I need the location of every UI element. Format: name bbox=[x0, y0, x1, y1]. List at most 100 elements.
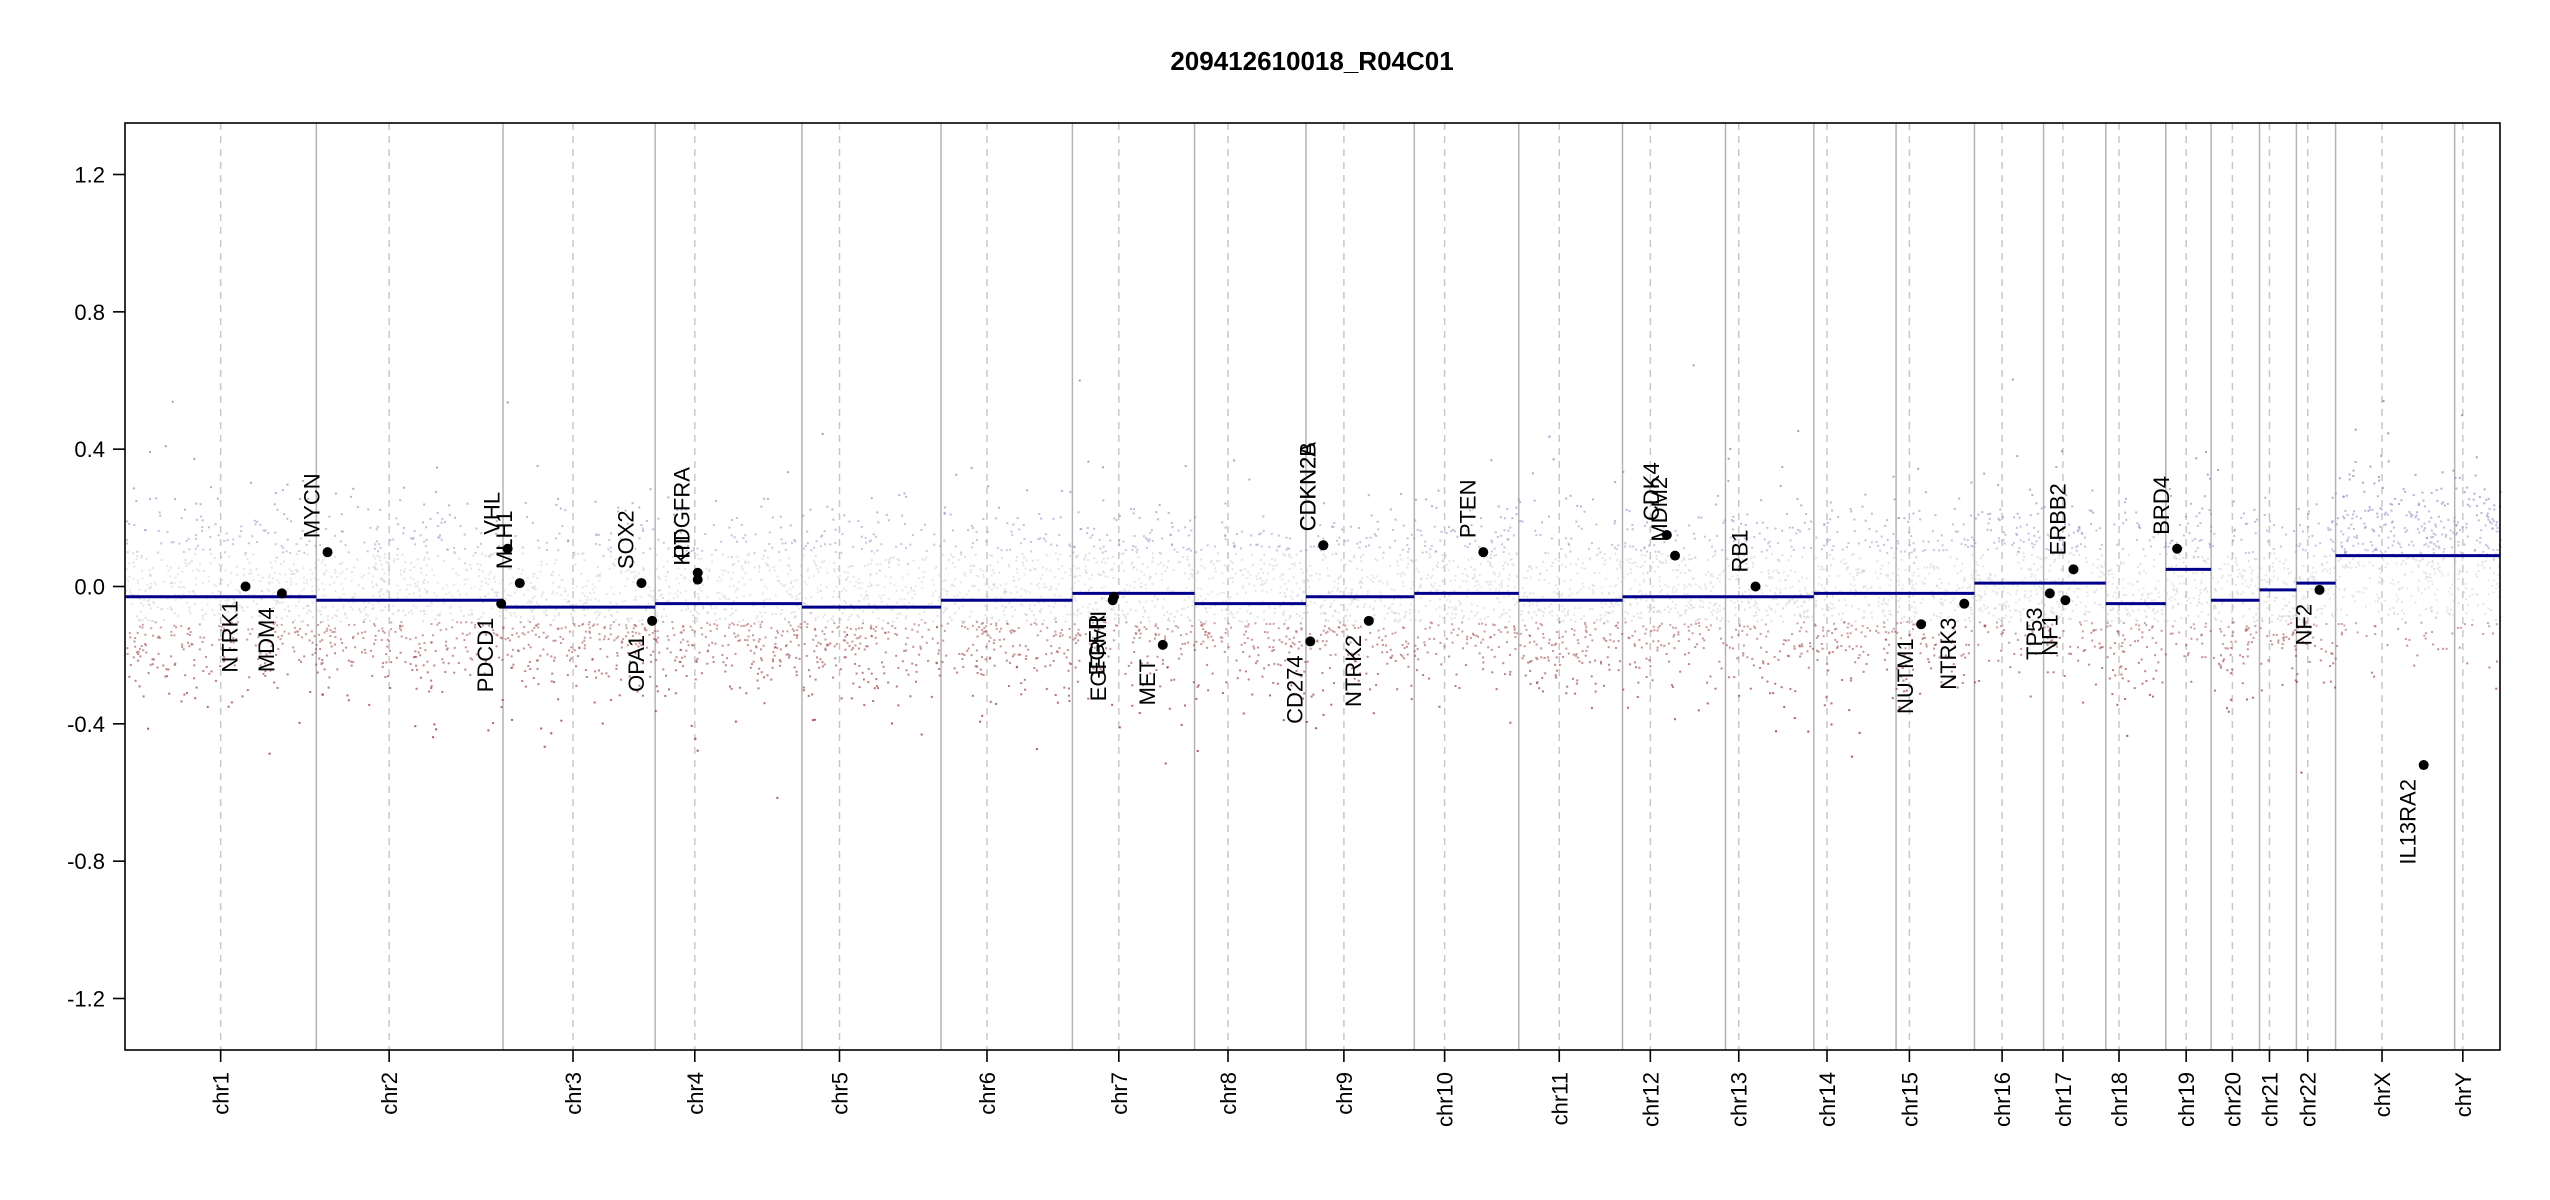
probe-point bbox=[535, 659, 538, 662]
probe-point bbox=[855, 672, 858, 675]
probe-point bbox=[387, 609, 390, 612]
probe-point bbox=[905, 546, 907, 549]
probe-point bbox=[1201, 624, 1204, 627]
probe-point bbox=[1342, 624, 1345, 626]
probe-point bbox=[361, 587, 364, 590]
probe-point bbox=[578, 625, 581, 627]
probe-point bbox=[681, 656, 683, 659]
probe-point bbox=[1241, 574, 1244, 576]
probe-point bbox=[712, 524, 715, 527]
probe-point bbox=[531, 629, 534, 632]
probe-point bbox=[1052, 635, 1055, 638]
probe-point bbox=[1246, 625, 1249, 628]
probe-point bbox=[1115, 519, 1118, 522]
probe-point bbox=[626, 522, 629, 525]
probe-point bbox=[1435, 589, 1438, 592]
probe-point bbox=[1668, 642, 1671, 645]
probe-point bbox=[771, 546, 774, 549]
probe-point bbox=[973, 564, 976, 567]
probe-point bbox=[1193, 578, 1196, 580]
probe-point bbox=[1324, 556, 1327, 559]
probe-point bbox=[1190, 529, 1193, 532]
probe-point bbox=[633, 624, 636, 627]
probe-point bbox=[777, 631, 780, 634]
probe-point bbox=[282, 560, 285, 563]
probe-point bbox=[204, 656, 207, 658]
probe-point bbox=[1206, 634, 1209, 637]
probe-point bbox=[1543, 578, 1546, 581]
probe-point bbox=[876, 549, 879, 552]
probe-point bbox=[436, 466, 438, 469]
probe-point bbox=[891, 624, 894, 627]
probe-point bbox=[1249, 543, 1252, 546]
probe-point bbox=[835, 643, 838, 646]
probe-point bbox=[226, 610, 229, 613]
probe-point bbox=[1503, 517, 1506, 520]
probe-point bbox=[932, 620, 935, 623]
probe-point bbox=[481, 624, 484, 627]
probe-point bbox=[784, 542, 787, 545]
probe-point bbox=[1067, 669, 1070, 672]
probe-point bbox=[655, 685, 658, 688]
probe-point bbox=[1232, 581, 1235, 583]
probe-point bbox=[1443, 645, 1446, 648]
probe-point bbox=[1528, 565, 1531, 568]
probe-point bbox=[1533, 499, 1536, 502]
probe-point bbox=[759, 623, 762, 626]
probe-point bbox=[1390, 610, 1393, 613]
probe-point bbox=[139, 610, 142, 613]
probe-point bbox=[166, 675, 168, 678]
probe-point bbox=[1049, 611, 1052, 614]
probe-point bbox=[933, 533, 936, 536]
probe-point bbox=[198, 648, 201, 651]
probe-point bbox=[326, 627, 329, 630]
probe-point bbox=[395, 656, 398, 659]
probe-point bbox=[994, 607, 997, 610]
probe-point bbox=[1482, 606, 1485, 609]
probe-point bbox=[272, 606, 275, 609]
probe-point bbox=[485, 581, 488, 584]
probe-point bbox=[208, 580, 211, 583]
probe-point bbox=[1420, 577, 1423, 580]
probe-point bbox=[282, 551, 284, 554]
probe-point bbox=[535, 624, 538, 627]
probe-point bbox=[744, 534, 747, 537]
probe-point bbox=[233, 648, 236, 651]
probe-point bbox=[305, 578, 308, 581]
probe-point bbox=[1638, 583, 1641, 586]
probe-point bbox=[981, 714, 984, 717]
probe-point bbox=[328, 515, 331, 518]
probe-point bbox=[209, 552, 212, 555]
probe-point bbox=[879, 569, 882, 572]
probe-point bbox=[864, 541, 867, 544]
probe-point bbox=[571, 616, 574, 619]
probe-point bbox=[1506, 589, 1509, 592]
probe-point bbox=[888, 560, 891, 563]
probe-point bbox=[1614, 625, 1617, 627]
probe-point bbox=[290, 570, 293, 573]
probe-point bbox=[843, 639, 846, 642]
probe-point bbox=[1220, 640, 1223, 643]
probe-point bbox=[136, 579, 139, 582]
probe-point bbox=[423, 503, 426, 506]
probe-point bbox=[158, 635, 161, 638]
probe-point bbox=[1461, 630, 1464, 633]
probe-point bbox=[1119, 590, 1122, 593]
probe-point bbox=[367, 572, 370, 575]
probe-point bbox=[503, 589, 506, 592]
probe-point bbox=[1206, 663, 1209, 666]
probe-point bbox=[334, 627, 337, 630]
probe-point bbox=[1157, 633, 1160, 636]
probe-point bbox=[373, 547, 376, 550]
probe-point bbox=[984, 630, 987, 633]
probe-point bbox=[1295, 631, 1298, 634]
probe-point bbox=[714, 499, 717, 502]
probe-point bbox=[591, 588, 594, 591]
probe-point bbox=[272, 627, 275, 630]
probe-point bbox=[228, 555, 231, 558]
probe-point bbox=[614, 618, 617, 621]
probe-point bbox=[720, 579, 723, 582]
probe-point bbox=[474, 623, 476, 626]
probe-point bbox=[381, 578, 384, 581]
probe-point bbox=[1054, 633, 1057, 636]
